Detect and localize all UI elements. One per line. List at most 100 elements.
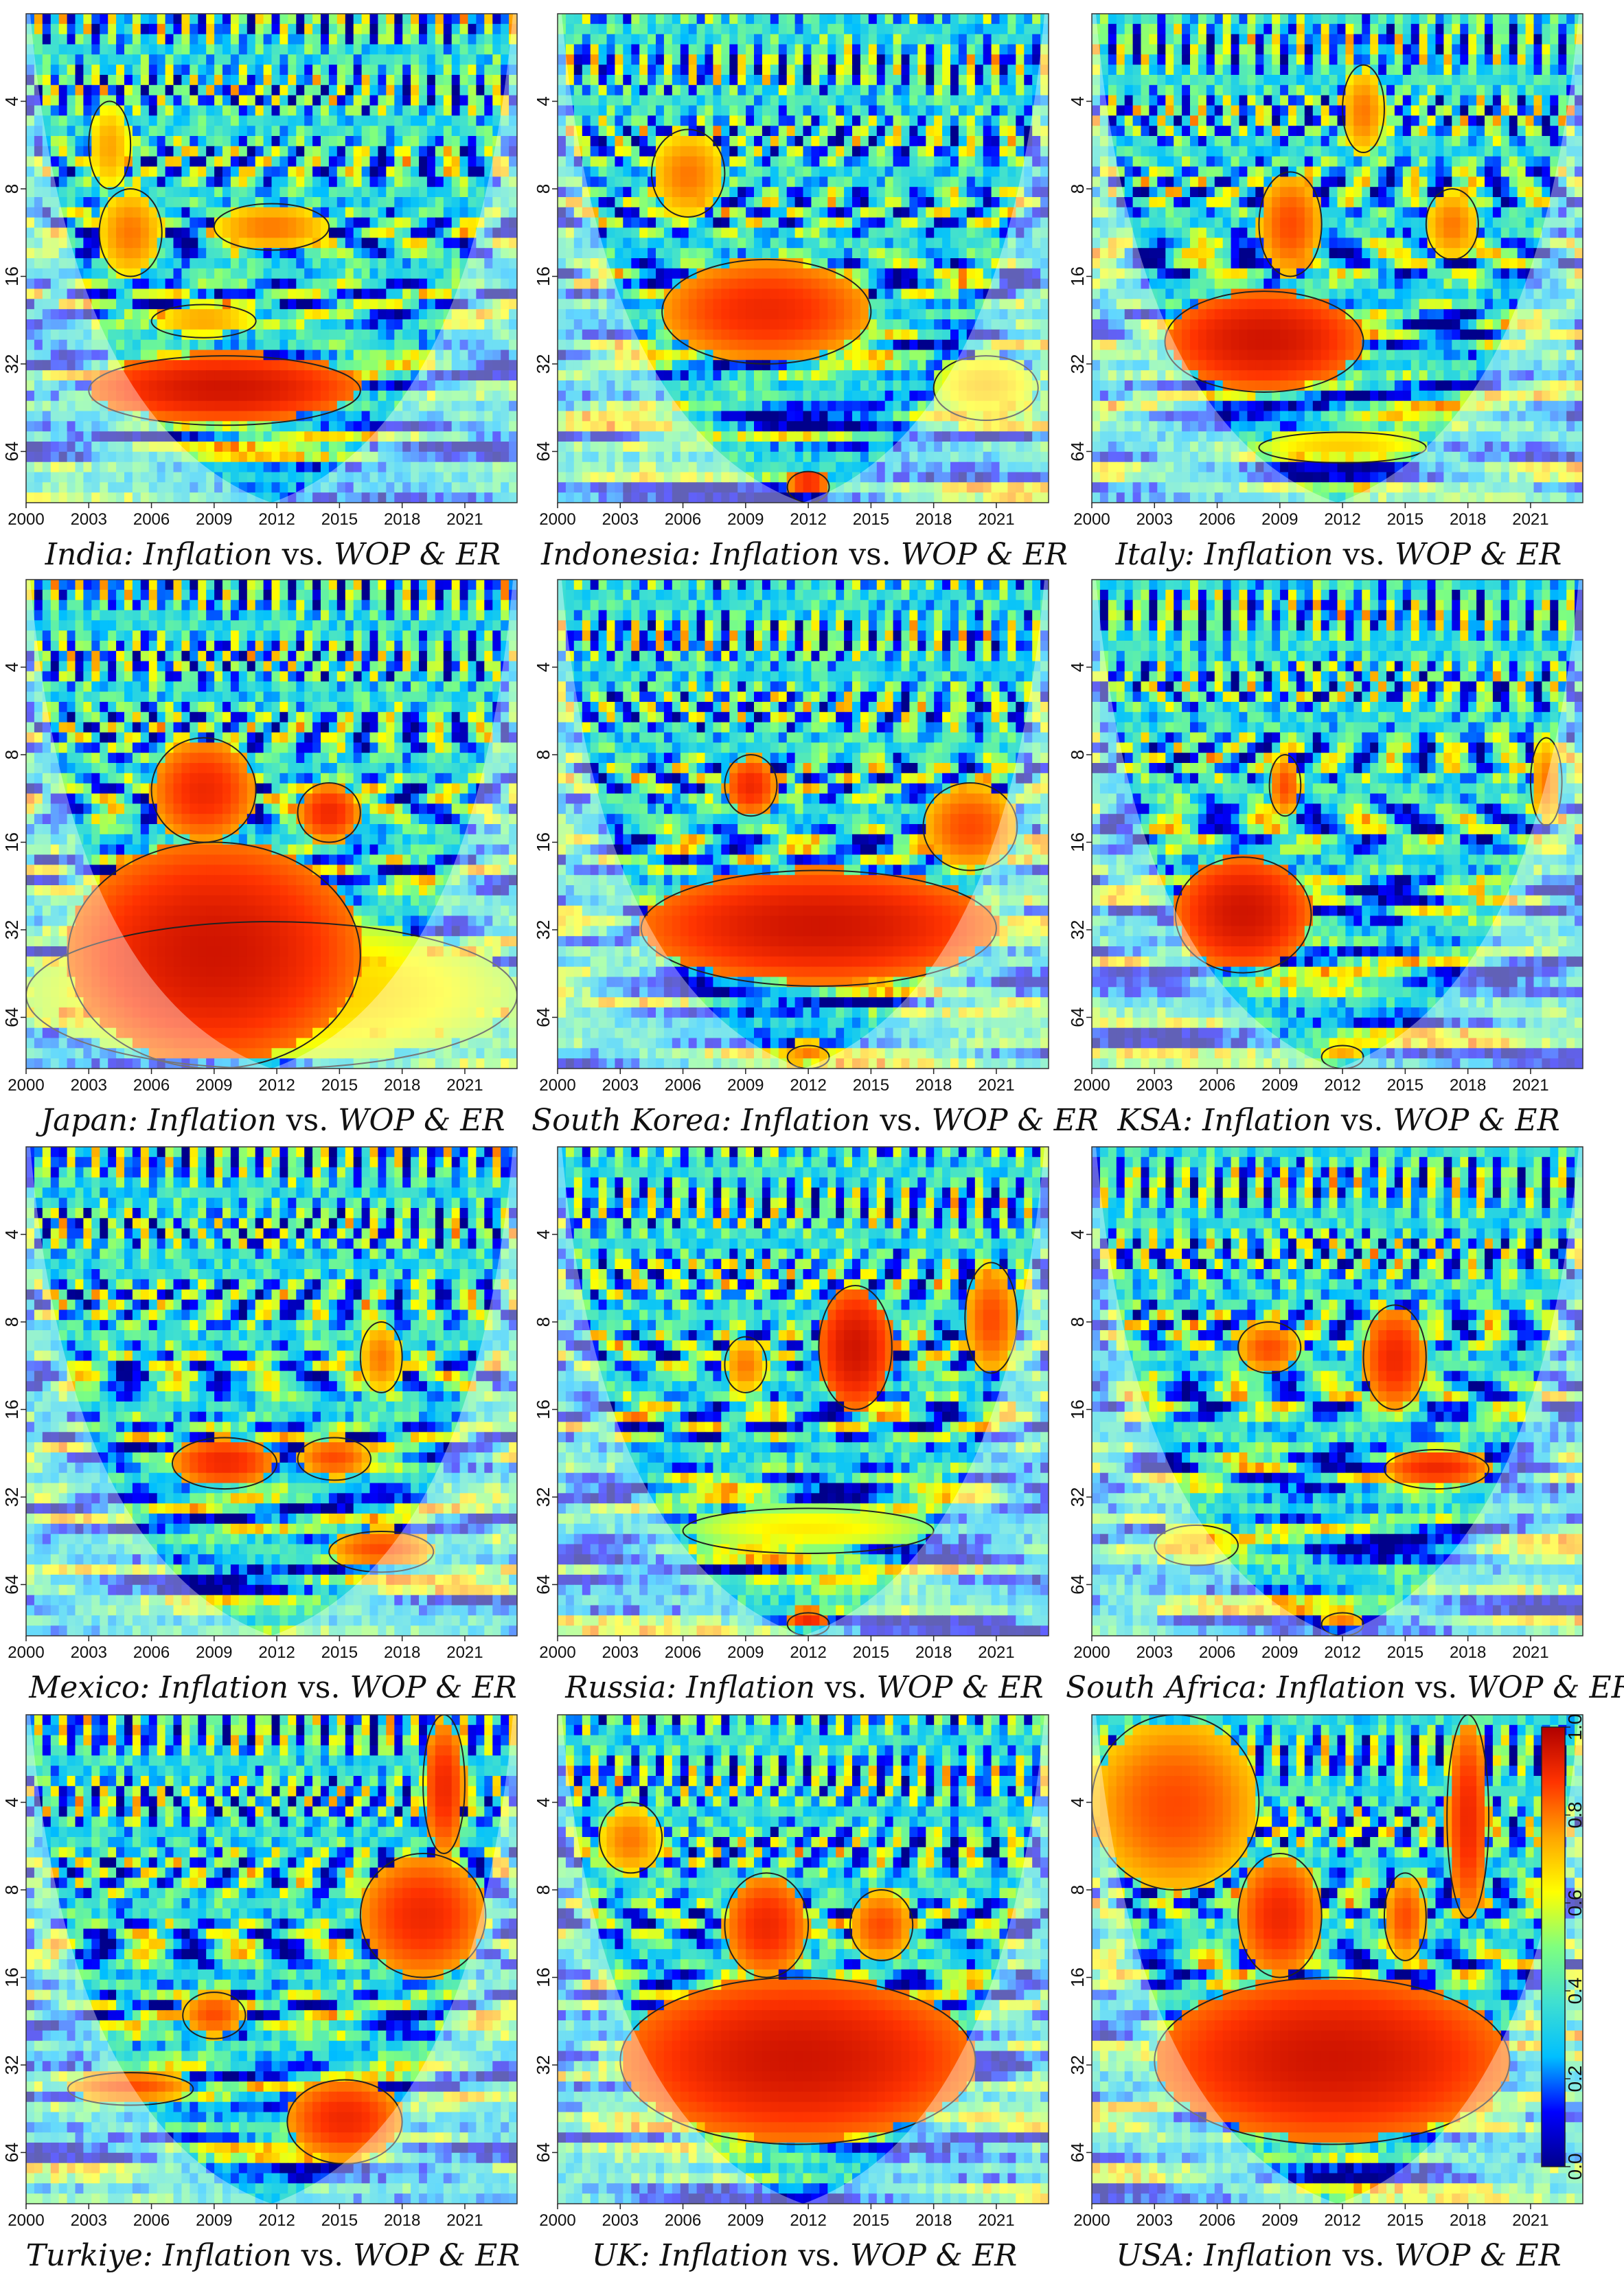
significance-contour xyxy=(964,1262,1018,1374)
coherence-field xyxy=(1092,1715,1583,2204)
y-tick-label: 64 xyxy=(1,1007,22,1027)
y-tick-label: 64 xyxy=(1067,1007,1088,1027)
y-tick-label: 16 xyxy=(533,1967,553,1987)
significance-contour xyxy=(67,841,361,1069)
y-tick-label: 8 xyxy=(533,1885,553,1895)
significance-contour xyxy=(1237,1853,1323,1978)
coherence-field xyxy=(26,1147,517,1636)
x-tick-label: 2021 xyxy=(446,1076,483,1095)
significance-contour xyxy=(1320,1045,1364,1069)
plot-frame xyxy=(1091,1714,1583,2204)
coherence-plot: 4 8 16 32 64 2000 2003 2006 2009 2012 2015 2018 2021 xyxy=(533,1714,1049,2230)
x-tick-label: 2012 xyxy=(258,2211,295,2230)
x-tick-label: 2003 xyxy=(602,1076,639,1095)
x-tick-label: 2009 xyxy=(1261,2211,1298,2230)
caption-var1: Inflation xyxy=(144,537,273,572)
significance-contour xyxy=(67,2072,194,2106)
x-tick-label: 2009 xyxy=(727,1076,764,1095)
x-tick-label: 2021 xyxy=(978,510,1014,529)
caption-country: Indonesia: xyxy=(541,537,700,572)
x-tick-label: 2000 xyxy=(8,1643,44,1662)
significance-contour xyxy=(150,304,257,339)
y-tick-label: 4 xyxy=(1067,1229,1088,1239)
y-tick-label: 32 xyxy=(1067,920,1088,939)
x-tick-label: 2009 xyxy=(1261,1643,1298,1662)
caption-var1: Inflation xyxy=(660,2238,789,2273)
y-tick-label: 16 xyxy=(1,832,22,852)
panel-caption: Italy: Inflation vs. WOP & ER xyxy=(1066,537,1612,572)
y-tick-label: 64 xyxy=(1,1575,22,1595)
x-tick-label: 2000 xyxy=(1073,510,1110,529)
x-tick-label: 2015 xyxy=(321,510,358,529)
caption-var1: Inflation xyxy=(1204,2238,1333,2273)
caption-vs: vs. xyxy=(301,2238,343,2273)
y-tick-label: 64 xyxy=(533,2143,553,2163)
y-tick-label: 4 xyxy=(1067,96,1088,106)
cone-of-influence xyxy=(26,580,517,1069)
y-tick-label: 64 xyxy=(533,1007,553,1027)
x-tick-label: 2012 xyxy=(790,1643,826,1662)
caption-var1: Inflation xyxy=(686,1670,815,1705)
caption-vs: vs. xyxy=(1342,2238,1384,2273)
x-tick-label: 2000 xyxy=(8,510,44,529)
caption-country: South Africa: xyxy=(1066,1670,1267,1705)
x-tick-label: 2006 xyxy=(665,2211,701,2230)
x-tick-label: 2000 xyxy=(539,1076,575,1095)
significance-contour xyxy=(98,187,163,277)
y-tick-label: 32 xyxy=(1067,2055,1088,2075)
caption-vs: vs. xyxy=(282,537,324,572)
x-tick-label: 2018 xyxy=(384,510,420,529)
plot-frame xyxy=(557,13,1049,503)
x-tick-label: 2021 xyxy=(1512,1076,1548,1095)
caption-vs: vs. xyxy=(1415,1670,1457,1705)
x-tick-label: 2012 xyxy=(258,1643,295,1662)
y-tick-label: 32 xyxy=(1067,1487,1088,1507)
y-tick-label: 16 xyxy=(1,1400,22,1419)
caption-var2: WOP & ER xyxy=(350,1670,516,1705)
x-tick-label: 2015 xyxy=(853,510,889,529)
plot-frame xyxy=(25,1714,518,2204)
significance-contour xyxy=(818,1285,893,1411)
caption-vs: vs. xyxy=(1341,1103,1383,1138)
cone-of-influence xyxy=(26,1715,517,2204)
x-tick-label: 2009 xyxy=(727,510,764,529)
x-tick-label: 2006 xyxy=(665,1643,701,1662)
x-tick-label: 2012 xyxy=(258,510,295,529)
coherence-plot: 4 8 16 32 64 2000 2003 2006 2009 2012 2015 2018 2021 xyxy=(1067,13,1583,529)
y-tick-label: 4 xyxy=(533,1229,553,1239)
y-tick-label: 8 xyxy=(1,1317,22,1327)
panel-caption: India: Inflation vs. WOP & ER xyxy=(0,537,546,572)
y-tick-label: 16 xyxy=(1067,1400,1088,1419)
significance-contour xyxy=(213,203,330,251)
y-tick-label: 64 xyxy=(1,2143,22,2163)
x-tick-label: 2012 xyxy=(258,1076,295,1095)
caption-country: USA: xyxy=(1116,2238,1194,2273)
significance-contour xyxy=(1529,737,1563,826)
y-tick-label: 32 xyxy=(1,1487,22,1507)
x-tick-label: 2009 xyxy=(196,2211,232,2230)
x-tick-label: 2015 xyxy=(321,2211,358,2230)
cone-of-influence xyxy=(1092,1715,1583,2204)
x-tick-label: 2000 xyxy=(539,510,575,529)
x-tick-label: 2012 xyxy=(790,510,826,529)
cone-of-influence xyxy=(558,1715,1049,2204)
y-tick-label: 64 xyxy=(1067,442,1088,461)
x-tick-label: 2006 xyxy=(1199,2211,1235,2230)
x-tick-label: 2021 xyxy=(446,2211,483,2230)
cone-of-influence xyxy=(558,1147,1049,1636)
y-tick-label: 64 xyxy=(1067,2143,1088,2163)
x-tick-label: 2006 xyxy=(1199,1643,1235,1662)
caption-var1: Inflation xyxy=(710,537,839,572)
plot-frame xyxy=(25,579,518,1069)
x-tick-label: 2018 xyxy=(384,1076,420,1095)
colorbar-tick-label: 1.0 xyxy=(1564,1714,1586,1741)
x-tick-label: 2009 xyxy=(196,1076,232,1095)
y-tick-label: 16 xyxy=(1067,832,1088,852)
y-tick-label: 16 xyxy=(1067,1967,1088,1987)
x-tick-label: 2006 xyxy=(665,510,701,529)
x-tick-label: 2018 xyxy=(915,1643,952,1662)
x-tick-label: 2000 xyxy=(539,1643,575,1662)
cone-of-influence xyxy=(558,580,1049,1069)
colorbar-tick-label: 0.0 xyxy=(1564,2154,1586,2180)
